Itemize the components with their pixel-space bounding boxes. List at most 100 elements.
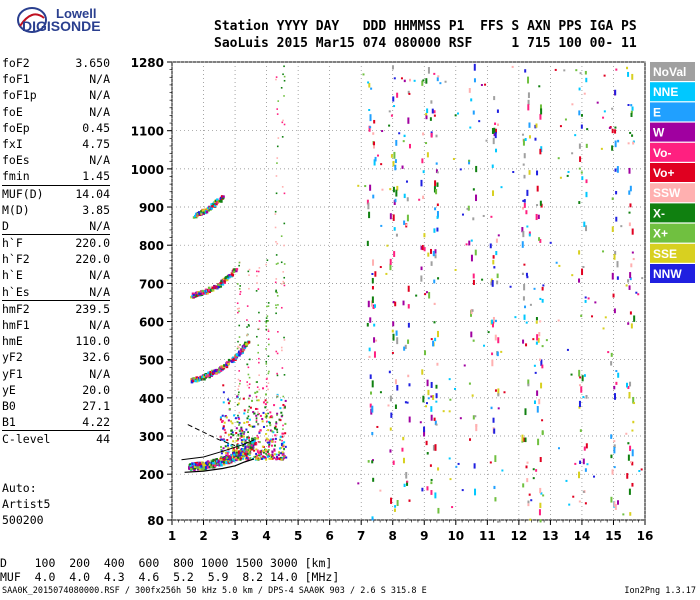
- spread-echo: [281, 439, 283, 442]
- interference-mark: [401, 165, 404, 169]
- f-region-echo: [227, 458, 230, 461]
- trace-echo: [214, 199, 218, 203]
- interference-mark: [475, 194, 478, 202]
- interference-mark: [581, 375, 584, 382]
- interference-mark: [535, 320, 538, 324]
- spread-echo: [237, 378, 240, 381]
- noise-mark: [400, 77, 403, 80]
- f-region-echo: [228, 400, 231, 403]
- autoscaling-info: Auto: Artist5 500200: [2, 480, 50, 528]
- spread-echo: [266, 425, 268, 427]
- interference-mark: [580, 114, 583, 117]
- param-row: foF1 N/A: [2, 71, 110, 87]
- spread-echo: [277, 137, 280, 139]
- interference-mark: [371, 296, 374, 304]
- interference-mark: [420, 245, 423, 250]
- param-key: C-level: [2, 432, 51, 447]
- trace-echo: [226, 275, 230, 278]
- trace-echo: [240, 351, 243, 355]
- spread-echo: [276, 145, 279, 148]
- f-region-echo: [262, 425, 265, 428]
- noise-mark: [461, 489, 464, 492]
- legend-label: NNE: [653, 85, 678, 99]
- interference-mark: [522, 230, 525, 238]
- spread-echo: [265, 453, 267, 455]
- interference-mark: [424, 350, 427, 356]
- interference-mark: [470, 239, 473, 242]
- trace-echo: [206, 462, 209, 466]
- interference-mark: [528, 231, 531, 235]
- f-region-echo: [234, 449, 237, 452]
- param-row: foE N/A: [2, 104, 110, 120]
- spread-echo: [247, 324, 250, 326]
- interference-mark: [610, 496, 613, 503]
- f-region-echo: [236, 438, 239, 441]
- trace-echo: [188, 467, 191, 470]
- trace-echo: [197, 294, 200, 297]
- spread-echo: [276, 162, 278, 164]
- noise-mark: [558, 264, 561, 267]
- interference-mark: [492, 259, 495, 265]
- interference-mark: [407, 90, 410, 94]
- spread-echo: [258, 357, 260, 360]
- noise-mark: [500, 186, 503, 189]
- f-region-echo: [256, 456, 259, 459]
- interference-mark: [523, 153, 526, 159]
- noise-mark: [596, 101, 599, 104]
- spread-echo: [276, 372, 278, 375]
- trace-echo: [225, 278, 229, 282]
- interference-mark: [394, 505, 397, 508]
- f-region-echo: [231, 431, 234, 434]
- trace-echo: [239, 453, 243, 456]
- f-region-echo: [267, 449, 270, 452]
- param-key: foF1p: [2, 88, 37, 103]
- interference-mark: [370, 408, 373, 415]
- interference-mark: [626, 66, 629, 70]
- f-region-echo: [275, 457, 278, 460]
- f-region-echo: [273, 449, 276, 452]
- f-region-echo: [267, 429, 270, 432]
- f-region-echo: [222, 425, 225, 428]
- trace-echo: [235, 269, 238, 273]
- noise-mark: [568, 503, 571, 506]
- noise-mark: [549, 241, 552, 244]
- f-region-echo: [240, 427, 243, 430]
- noise-mark: [418, 198, 421, 201]
- trace-echo: [235, 451, 239, 455]
- f-region-echo: [282, 455, 285, 458]
- spread-echo: [276, 157, 279, 159]
- interference-mark: [611, 272, 614, 280]
- f-region-echo: [258, 431, 261, 434]
- interference-mark: [472, 217, 475, 221]
- legend-label: NNW: [653, 267, 682, 281]
- spread-echo: [265, 378, 268, 380]
- f-region-echo: [242, 397, 245, 400]
- parameter-list: foF2 3.650 foF1 N/A foF1p N/A foE N/A foEp 0.45 fx…: [2, 55, 110, 448]
- noise-mark: [615, 370, 618, 373]
- interference-mark: [527, 379, 530, 385]
- interference-mark: [436, 77, 439, 82]
- spread-echo: [248, 439, 251, 441]
- interference-mark: [368, 125, 371, 132]
- spread-echo: [256, 408, 259, 410]
- f-region-echo: [230, 433, 233, 436]
- interference-mark: [425, 112, 428, 116]
- interference-mark: [613, 446, 616, 454]
- interference-mark: [401, 447, 404, 452]
- trace-echo: [196, 213, 200, 216]
- interference-mark: [536, 334, 539, 341]
- param-value: N/A: [89, 218, 110, 233]
- f-region-echo: [243, 438, 246, 441]
- trace-echo: [188, 466, 191, 469]
- f-region-echo: [249, 457, 252, 460]
- spread-echo: [258, 388, 261, 391]
- f-region-echo: [235, 458, 238, 461]
- trace-echo: [219, 369, 223, 372]
- interference-mark: [468, 88, 471, 93]
- param-key: h`E: [2, 268, 23, 283]
- legend-swatch: [650, 264, 695, 283]
- interference-mark: [535, 123, 538, 128]
- legend-label: Vo-: [653, 146, 671, 160]
- f-region-echo: [276, 412, 279, 415]
- f-region-echo: [248, 449, 251, 452]
